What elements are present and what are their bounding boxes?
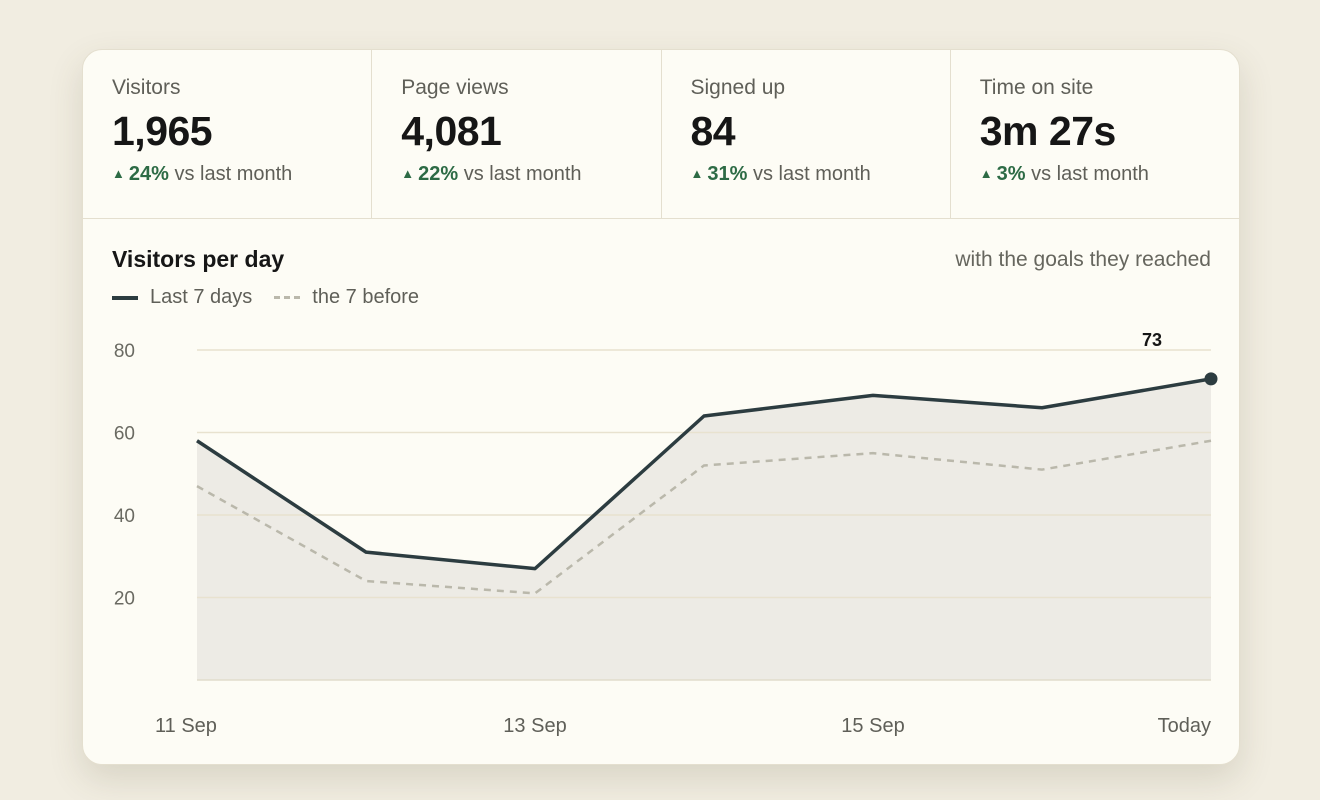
stat-change-percent: 31% bbox=[707, 163, 748, 185]
y-tick-label: 80 bbox=[114, 341, 135, 362]
legend-label: the 7 before bbox=[312, 286, 420, 308]
stat-change-suffix: vs last month bbox=[752, 163, 871, 185]
stat-label: Page views bbox=[401, 76, 509, 99]
stat-label: Visitors bbox=[112, 76, 181, 99]
data-label-today: 73 bbox=[1142, 330, 1162, 350]
chart-legend: Last 7 days the 7 before bbox=[112, 286, 441, 309]
stat-value: 3m 27s bbox=[979, 108, 1117, 154]
stat-change: ▲ 3% vs last month bbox=[980, 162, 1239, 186]
x-tick-label: Today bbox=[1158, 715, 1211, 737]
legend-swatch-solid bbox=[112, 295, 138, 300]
chart-title: Visitors per day bbox=[112, 246, 285, 272]
stats-row: Visitors 1,965 ▲ 24% vs last month Page v… bbox=[83, 50, 1239, 219]
stat-visitors[interactable]: Visitors 1,965 ▲ 24% vs last month bbox=[83, 50, 373, 218]
stat-value: 1,965 bbox=[112, 108, 213, 154]
y-tick-label: 40 bbox=[114, 506, 135, 527]
triangle-up-icon: ▲ bbox=[690, 166, 704, 181]
x-tick-label: 11 Sep bbox=[155, 715, 217, 737]
legend-swatch-dashed bbox=[274, 296, 301, 299]
series-line-last-7-days bbox=[196, 377, 1212, 571]
x-tick-label: 15 Sep bbox=[841, 715, 904, 737]
stat-change-percent: 3% bbox=[996, 163, 1026, 185]
stat-label: Time on site bbox=[979, 76, 1094, 99]
series-line-the-7-before bbox=[196, 439, 1212, 595]
stat-change: ▲ 31% vs last month bbox=[691, 162, 950, 186]
stat-change-percent: 22% bbox=[418, 163, 459, 185]
triangle-up-icon: ▲ bbox=[979, 166, 993, 181]
triangle-up-icon: ▲ bbox=[401, 166, 415, 181]
line-chart[interactable]: 20 40 60 80 73 11 Sep 13 Sep 15 Sep Today bbox=[83, 50, 1239, 764]
stat-page-views[interactable]: Page views 4,081 ▲ 22% vs last month bbox=[372, 50, 662, 218]
stat-value: 4,081 bbox=[401, 108, 502, 154]
analytics-card: Visitors 1,965 ▲ 24% vs last month Page v… bbox=[82, 49, 1240, 765]
chart-subtitle: with the goals they reached bbox=[955, 248, 1211, 271]
stat-label: Signed up bbox=[690, 76, 786, 99]
data-point-today bbox=[1204, 372, 1218, 386]
stat-signed-up[interactable]: Signed up 84 ▲ 31% vs last month bbox=[662, 50, 951, 218]
y-tick-label: 60 bbox=[114, 424, 135, 445]
x-tick-label: 13 Sep bbox=[503, 715, 566, 737]
series-area-last-7-days bbox=[197, 378, 1211, 680]
legend-item-last-7-days[interactable]: Last 7 days bbox=[112, 286, 252, 309]
stat-change: ▲ 24% vs last month bbox=[112, 162, 371, 186]
stat-time-on-site[interactable]: Time on site 3m 27s ▲ 3% vs last month bbox=[951, 50, 1239, 218]
legend-label: Last 7 days bbox=[150, 286, 253, 308]
y-tick-label: 20 bbox=[114, 589, 135, 610]
stat-change-suffix: vs last month bbox=[1031, 163, 1149, 185]
stat-change-suffix: vs last month bbox=[174, 163, 293, 185]
legend-item-7-before[interactable]: the 7 before bbox=[274, 286, 419, 309]
stat-change-percent: 24% bbox=[128, 163, 169, 185]
stat-change-suffix: vs last month bbox=[463, 163, 582, 185]
stat-change: ▲ 22% vs last month bbox=[401, 162, 660, 186]
triangle-up-icon: ▲ bbox=[112, 166, 125, 181]
stat-value: 84 bbox=[690, 108, 736, 154]
